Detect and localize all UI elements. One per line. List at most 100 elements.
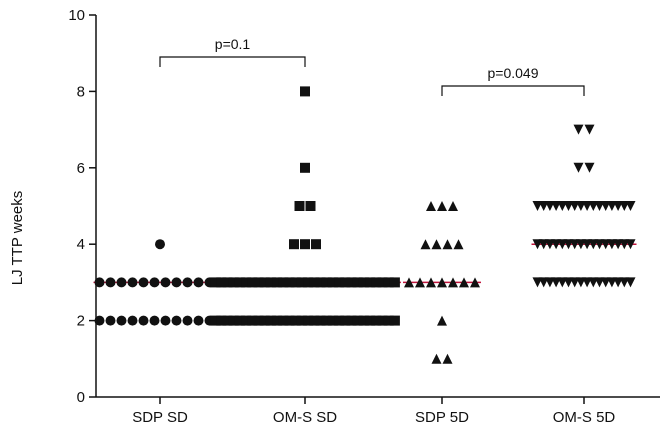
data-point-square: [296, 315, 307, 326]
data-point-square: [265, 315, 276, 326]
data-point-square: [289, 239, 299, 250]
data-point-circle: [171, 277, 182, 288]
data-point-square: [334, 315, 345, 326]
data-point-triangle-up: [437, 277, 447, 288]
data-point-square: [290, 277, 301, 288]
data-point-square: [346, 315, 357, 326]
data-point-square: [309, 277, 320, 288]
data-point-triangle-down: [625, 239, 636, 250]
data-point-square: [309, 315, 320, 326]
data-point-triangle-up: [415, 277, 425, 288]
data-point-square: [247, 277, 258, 288]
data-point-square: [311, 239, 321, 250]
data-point-triangle-up: [453, 239, 464, 250]
data-point-triangle-down: [584, 124, 595, 135]
data-point-triangle-up: [431, 239, 442, 250]
data-point-triangle-up: [470, 277, 480, 288]
data-point-square: [389, 277, 400, 288]
data-point-triangle-up: [459, 277, 469, 288]
data-point-square: [303, 315, 314, 326]
data-point-square: [247, 315, 258, 326]
data-point-square: [272, 315, 283, 326]
y-axis-label: LJ TTP weeks: [9, 191, 26, 285]
y-tick-label: 4: [77, 236, 85, 253]
x-tick-label: OM-S 5D: [553, 409, 616, 426]
y-tick-label: 8: [77, 83, 85, 100]
data-point-square: [216, 315, 227, 326]
data-point-square: [278, 315, 289, 326]
data-point-triangle-down: [625, 201, 636, 211]
data-point-square: [222, 315, 233, 326]
data-point-triangle-down: [625, 277, 636, 288]
data-point-square: [294, 201, 305, 211]
data-point-square: [377, 277, 388, 288]
x-tick-label: OM-S SD: [273, 409, 337, 426]
data-point-circle: [149, 315, 160, 326]
y-tick-label: 2: [77, 313, 85, 330]
data-points: [94, 86, 636, 364]
data-point-circle: [149, 277, 160, 288]
data-point-triangle-down: [573, 162, 584, 173]
data-point-circle: [155, 239, 165, 250]
p-value-label: p=0.1: [215, 36, 251, 52]
data-point-triangle-up: [426, 201, 436, 211]
data-point-square: [253, 315, 264, 326]
data-point-square: [358, 277, 369, 288]
data-point-square: [352, 277, 363, 288]
data-point-square: [284, 315, 295, 326]
data-point-circle: [171, 315, 182, 326]
data-point-square: [300, 86, 310, 97]
data-point-circle: [193, 315, 204, 326]
data-point-square: [340, 315, 351, 326]
significance-bracket: [159, 56, 306, 67]
data-point-circle: [182, 315, 193, 326]
data-point-triangle-up: [442, 353, 453, 364]
data-point-square: [365, 277, 376, 288]
data-point-square: [228, 277, 239, 288]
data-point-square: [371, 277, 382, 288]
significance-bracket: [441, 85, 585, 96]
data-point-square: [241, 315, 252, 326]
data-point-circle: [127, 277, 138, 288]
data-point-square: [259, 315, 270, 326]
data-point-square: [352, 315, 363, 326]
data-point-square: [305, 201, 316, 211]
data-point-square: [315, 277, 326, 288]
data-point-square: [334, 277, 345, 288]
data-point-circle: [182, 277, 193, 288]
data-point-square: [383, 277, 394, 288]
data-point-triangle-up: [448, 201, 458, 211]
data-point-circle: [116, 315, 127, 326]
data-point-square: [321, 315, 332, 326]
data-point-square: [234, 277, 245, 288]
data-point-triangle-up: [437, 201, 447, 211]
x-tick-label: SDP SD: [132, 409, 188, 426]
data-point-square: [327, 277, 338, 288]
data-point-square: [216, 277, 227, 288]
data-point-triangle-down: [584, 162, 595, 173]
median-lines: [93, 243, 637, 284]
data-point-square: [290, 315, 301, 326]
data-point-circle: [116, 277, 127, 288]
data-point-square: [303, 277, 314, 288]
data-point-square: [253, 277, 264, 288]
data-point-square: [228, 315, 239, 326]
data-point-square: [272, 277, 283, 288]
data-point-circle: [160, 277, 171, 288]
data-point-circle: [138, 315, 149, 326]
data-point-square: [315, 315, 326, 326]
axes: 0 2 4 6 8 10 SDP SD OM-S SD SDP 5D OM-S 5D: [68, 7, 660, 426]
data-point-square: [278, 277, 289, 288]
data-point-circle: [105, 277, 116, 288]
data-point-circle: [105, 315, 116, 326]
p-value-label: p=0.049: [488, 65, 539, 81]
data-point-square: [259, 277, 270, 288]
data-point-square: [371, 315, 382, 326]
data-point-square: [265, 277, 276, 288]
data-point-square: [300, 239, 310, 250]
data-point-circle: [127, 315, 138, 326]
data-point-circle: [160, 315, 171, 326]
data-point-circle: [94, 277, 105, 288]
data-point-triangle-up: [437, 315, 447, 326]
y-tick-label: 6: [77, 160, 85, 177]
